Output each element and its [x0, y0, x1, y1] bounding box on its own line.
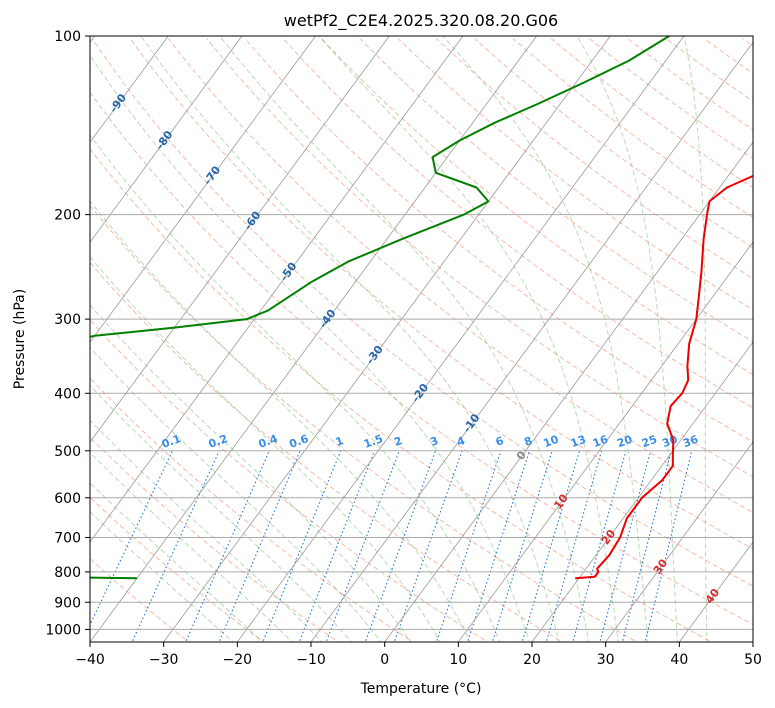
- mixing-ratio-lines: [90, 450, 693, 642]
- temperature-profile-line: [575, 174, 753, 580]
- x-tick-label: 10: [449, 652, 467, 668]
- mixing-ratio-label: 0.6: [288, 432, 311, 451]
- y-tick-label: 100: [54, 29, 81, 45]
- mixing-ratio-line: [599, 450, 652, 642]
- mixing-ratio-label: 10: [542, 433, 561, 451]
- mixing-ratio-label: 4: [455, 434, 467, 449]
- isotherm-line: [531, 341, 753, 642]
- x-axis-label: Temperature (°C): [360, 681, 482, 697]
- y-tick-label: 1000: [45, 622, 81, 638]
- dry-adiabat-line: [359, 38, 753, 343]
- mixing-ratio-label: 8: [522, 434, 534, 449]
- mixing-ratio-line: [262, 450, 342, 642]
- y-tick-label: 900: [54, 595, 81, 611]
- mixing-ratio-line: [185, 450, 270, 642]
- y-tick-label: 800: [54, 565, 81, 581]
- mixing-ratio-line: [298, 450, 376, 642]
- y-tick-label: 500: [54, 444, 81, 460]
- isotherm-line: [90, 36, 390, 443]
- isotherm-line: [90, 36, 537, 642]
- dry-adiabat-line: [168, 38, 753, 513]
- isotherm-line: [90, 36, 243, 243]
- y-tick-label: 400: [54, 386, 81, 402]
- plot-area: 0.10.20.40.611.52346810131620253036-100-…: [90, 36, 753, 642]
- isotherm-line: [384, 141, 753, 642]
- mixing-ratio-label: 16: [591, 433, 610, 451]
- mixing-ratio-label: 30: [660, 433, 679, 451]
- mixing-ratio-label: 36: [681, 433, 700, 451]
- chart-title: wetPf2_C2E4.2025.320.08.20.G06: [284, 11, 558, 31]
- plot-frame: [89, 35, 754, 643]
- moist-adiabat-line: [90, 200, 471, 642]
- dry-adiabat-line: [282, 38, 753, 409]
- profiles: [90, 36, 753, 580]
- isotherm-line: [236, 36, 685, 642]
- mixing-ratio-line: [572, 450, 627, 642]
- x-tick-label: 20: [523, 652, 541, 668]
- mixing-ratio-line: [545, 450, 603, 642]
- mixing-ratio-label: 1.5: [362, 432, 385, 451]
- mixing-ratio-label: 2: [392, 434, 404, 449]
- isotherm-line: [163, 36, 611, 642]
- x-tick-label: −40: [75, 652, 105, 668]
- y-tick-label: 200: [54, 208, 81, 224]
- dry-adiabat-line: [206, 38, 753, 478]
- mixing-ratio-line: [218, 450, 301, 642]
- isotherms: [90, 36, 753, 642]
- mixing-ratio-line: [131, 450, 220, 642]
- isotherm-line: [605, 441, 753, 642]
- mixing-ratio-label: 25: [640, 433, 659, 450]
- mixing-ratio-line: [521, 450, 581, 642]
- mixing-ratio-label: 6: [494, 434, 506, 449]
- mixing-ratio-line: [644, 450, 693, 642]
- mixing-ratio-label: 3: [428, 434, 440, 449]
- mixing-ratio-label: 0.4: [257, 432, 280, 451]
- isotherm-line: [90, 36, 464, 543]
- x-tick-label: 40: [670, 652, 688, 668]
- y-tick-label: 700: [54, 531, 81, 547]
- mixing-ratio-label: 1: [334, 434, 346, 449]
- mixing-ratio-label: 0.1: [160, 432, 183, 451]
- mixing-ratio-line: [621, 450, 672, 642]
- x-tick-label: −30: [149, 652, 179, 668]
- x-tick-label: −20: [223, 652, 253, 668]
- x-tick-label: 50: [744, 652, 762, 668]
- dry-adiabat-line: [129, 38, 753, 550]
- isotherm-line: [90, 36, 316, 343]
- dry-adiabat-line: [321, 38, 753, 376]
- y-tick-label: 300: [54, 312, 81, 328]
- dewpoint-profile-line: [90, 36, 670, 580]
- x-tick-label: −10: [296, 652, 326, 668]
- isotherm-line: [678, 541, 753, 642]
- moist-adiabat-line: [90, 134, 501, 642]
- isotherm-line: [457, 241, 753, 642]
- mixing-ratio-label: 20: [615, 433, 634, 451]
- mixing-ratio-label: 13: [569, 433, 588, 450]
- isotherm-line: [310, 41, 753, 642]
- y-tick-label: 600: [54, 491, 81, 507]
- dry-adiabat-line: [90, 148, 713, 642]
- y-axis-label: Pressure (hPa): [12, 289, 28, 389]
- x-tick-label: 0: [380, 652, 389, 668]
- axes: −40 −30 −20 −10 0 10 20 30 40 5010020030040050060…: [45, 29, 762, 668]
- mixing-ratio-label: 0.2: [207, 432, 230, 451]
- mixing-ratio-line: [491, 450, 553, 642]
- x-tick-label: 30: [597, 652, 615, 668]
- isotherm-line: [90, 36, 169, 143]
- mixing-ratio-line: [325, 450, 400, 642]
